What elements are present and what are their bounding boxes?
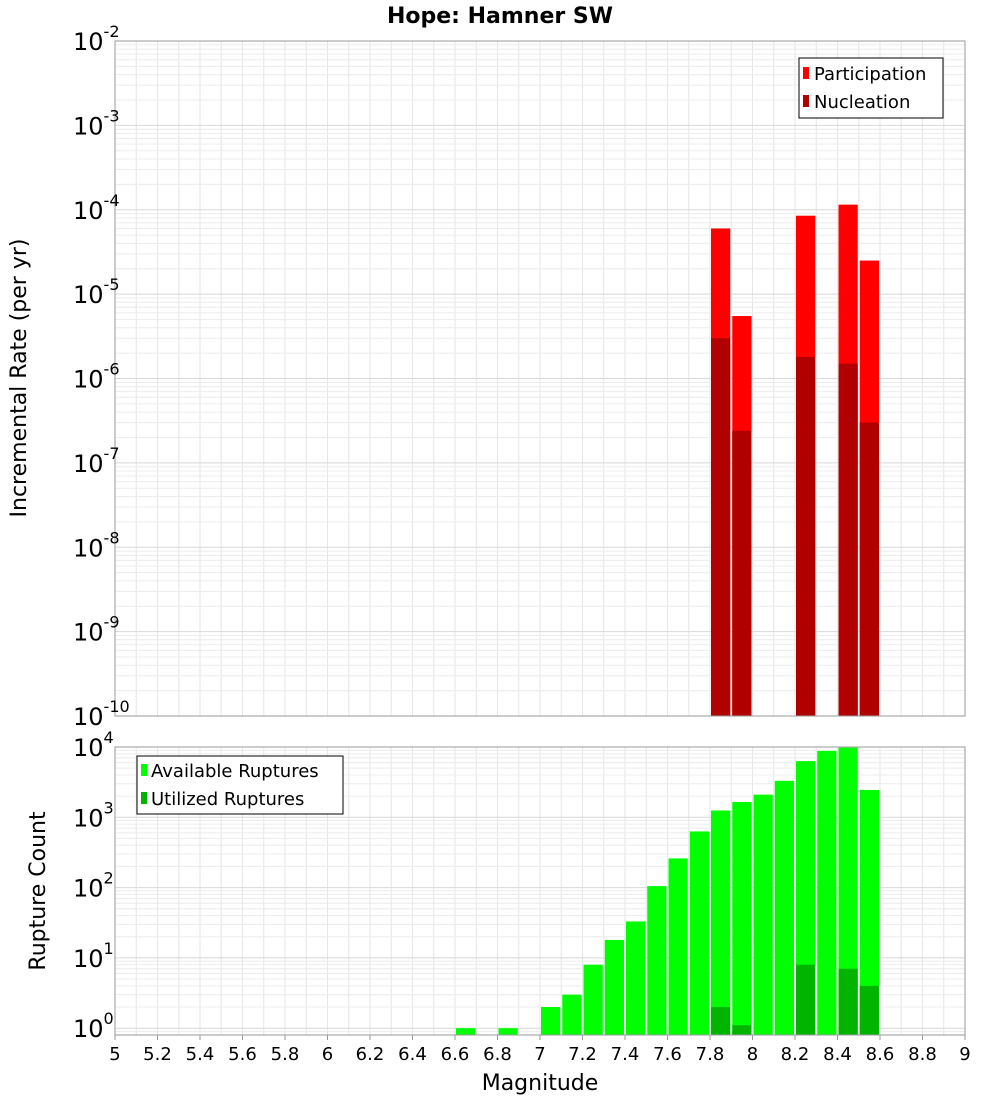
x-tick-label: 6.2 <box>356 1044 385 1065</box>
x-tick-label: 6.8 <box>483 1044 512 1065</box>
count-bar-available-ruptures-7-45 <box>626 921 646 1035</box>
x-tick-label: 8.6 <box>866 1044 895 1065</box>
x-tick-label: 7.2 <box>568 1044 597 1065</box>
count-y-ticks: 100 101 102 103 104 <box>73 728 114 1043</box>
count-bar-available-ruptures-7-55 <box>647 886 667 1035</box>
rate-y-tick-label: 10-5 <box>73 275 120 309</box>
rate-panel: 10-10 10-9 10-8 10-7 10-6 10-5 10-4 10-3 10-2 In… <box>7 22 966 731</box>
x-tick-label: 5.2 <box>143 1044 172 1065</box>
legend-swatch-utilized <box>141 792 147 804</box>
legend-label-utilized: Utilized Ruptures <box>151 789 304 810</box>
x-tick-label: 5.4 <box>186 1044 215 1065</box>
count-bar-available-ruptures-6-85 <box>498 1028 518 1035</box>
count-bar-utilized-ruptures-7-85 <box>711 1007 731 1035</box>
legend-label-nucleation: Nucleation <box>814 92 910 113</box>
count-bar-available-ruptures-7-25 <box>583 964 603 1035</box>
rate-bar-nucleation-8-55 <box>859 422 879 716</box>
count-y-tick-label: 103 <box>73 798 114 832</box>
count-bar-available-ruptures-7-05 <box>541 1007 561 1035</box>
count-y-tick-label: 101 <box>73 939 114 973</box>
rate-y-tick-label: 10-7 <box>73 444 120 478</box>
count-bar-available-ruptures-8-15 <box>774 780 794 1035</box>
rate-legend-box <box>798 57 944 119</box>
legend-label-available: Available Ruptures <box>151 761 319 782</box>
x-tick-label: 7.6 <box>653 1044 682 1065</box>
legend-swatch-available <box>141 764 147 776</box>
x-tick-label: 8 <box>747 1044 758 1065</box>
count-bar-utilized-ruptures-8-25 <box>796 964 816 1035</box>
rate-legend: Participation Nucleation <box>798 57 944 119</box>
x-tick-label: 6.4 <box>398 1044 427 1065</box>
x-axis-label: Magnitude <box>482 1071 599 1096</box>
count-legend-box <box>136 755 344 815</box>
x-tick-label: 5.8 <box>271 1044 300 1065</box>
x-tick-label: 8.2 <box>781 1044 810 1065</box>
rate-bar-nucleation-7-95 <box>732 430 752 716</box>
count-legend: Available Ruptures Utilized Ruptures <box>136 755 344 815</box>
x-tick-label: 7.8 <box>696 1044 725 1065</box>
count-y-tick-label: 104 <box>73 728 114 762</box>
rate-y-tick-label: 10-9 <box>73 613 120 647</box>
rate-bars <box>711 204 879 717</box>
count-bar-utilized-ruptures-8-55 <box>859 985 879 1035</box>
count-bar-available-ruptures-7-95 <box>732 802 752 1035</box>
count-bar-available-ruptures-6-65 <box>456 1028 476 1035</box>
rate-y-tick-label: 10-8 <box>73 528 120 562</box>
rate-grid <box>114 40 966 717</box>
count-bar-utilized-ruptures-7-95 <box>732 1025 752 1035</box>
rate-y-tick-label: 10-10 <box>73 697 130 731</box>
count-bar-utilized-ruptures-8-45 <box>838 968 858 1035</box>
count-bars <box>456 747 879 1035</box>
count-bar-available-ruptures-8-35 <box>817 750 837 1035</box>
count-y-tick-label: 100 <box>73 1009 114 1043</box>
x-tick-label: 7.4 <box>611 1044 640 1065</box>
count-bar-available-ruptures-7-85 <box>711 810 731 1035</box>
rate-y-ticks: 10-10 10-9 10-8 10-7 10-6 10-5 10-4 10-3 10-2 <box>73 22 130 731</box>
count-bar-available-ruptures-7-75 <box>689 831 709 1035</box>
count-bar-available-ruptures-7-35 <box>604 939 624 1035</box>
x-ticks: 5 5.2 5.4 5.6 5.8 6 6.2 6.4 6.6 6.8 7 7.2 7.4 7.6 7.8 8… <box>109 1035 971 1065</box>
x-tick-label: 8.4 <box>823 1044 852 1065</box>
rate-y-axis-label: Incremental Rate (per yr) <box>7 239 32 518</box>
x-tick-label: 8.8 <box>908 1044 937 1065</box>
legend-swatch-participation <box>803 67 809 79</box>
count-y-tick-label: 102 <box>73 869 114 903</box>
count-y-axis-label: Rupture Count <box>26 811 51 971</box>
x-tick-label: 6 <box>322 1044 333 1065</box>
count-panel: 100 101 102 103 104 5 5.2 5.4 5.6 5.8 6 6.2 6.4 6.6 6… <box>26 728 971 1096</box>
rate-y-tick-label: 10-3 <box>73 106 120 140</box>
count-bar-available-ruptures-7-15 <box>562 994 582 1035</box>
x-tick-label: 5 <box>109 1044 120 1065</box>
rate-plot-border <box>114 40 966 717</box>
count-bar-available-ruptures-8-55 <box>859 789 879 1035</box>
legend-swatch-nucleation <box>803 95 809 107</box>
x-tick-label: 5.6 <box>228 1044 257 1065</box>
chart-title: Hope: Hamner SW <box>387 4 613 29</box>
x-tick-label: 6.6 <box>441 1044 470 1065</box>
rate-bar-nucleation-7-85 <box>711 338 731 716</box>
count-bar-available-ruptures-7-65 <box>668 858 688 1035</box>
rate-bar-nucleation-8-45 <box>838 363 858 716</box>
count-bar-available-ruptures-8-05 <box>753 794 773 1035</box>
rate-y-tick-label: 10-2 <box>73 22 120 56</box>
count-bar-available-ruptures-8-45 <box>838 747 858 1035</box>
legend-label-participation: Participation <box>814 64 926 85</box>
x-tick-label: 7 <box>534 1044 545 1065</box>
rate-y-tick-label: 10-6 <box>73 360 120 394</box>
x-tick-label: 9 <box>959 1044 970 1065</box>
rate-bar-nucleation-8-25 <box>796 356 816 716</box>
rate-y-tick-label: 10-4 <box>73 191 120 225</box>
